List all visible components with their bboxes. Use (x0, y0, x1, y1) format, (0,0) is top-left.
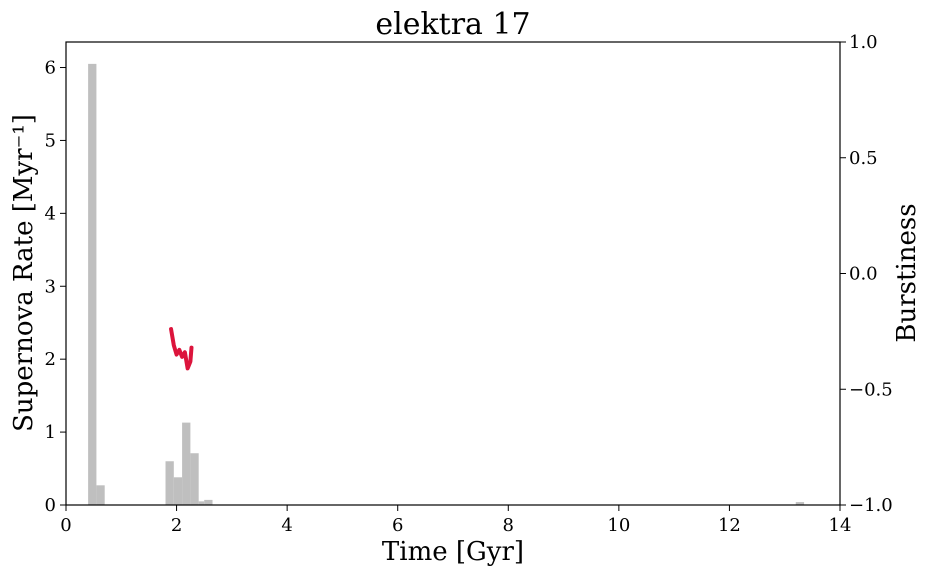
x-tick-label: 8 (503, 515, 514, 536)
histogram-bar-7 (204, 499, 213, 505)
histogram-bar-1 (96, 485, 105, 505)
y-tick-label: 1 (45, 422, 56, 443)
y2-axis-label: Burstiness (892, 203, 922, 342)
histogram-bar-3 (173, 477, 183, 505)
y2-tick-label: −1.0 (849, 495, 893, 516)
histogram-bar-4 (182, 422, 191, 505)
y2-tick-label: −0.5 (849, 379, 893, 400)
x-axis-ticks: 0 2 4 6 8 10 12 14 (60, 505, 851, 536)
burstiness-series (169, 327, 194, 371)
x-tick-label: 0 (60, 515, 71, 536)
histogram-bars (88, 63, 805, 505)
y2-tick-label: 1.0 (849, 32, 878, 53)
y-tick-label: 0 (45, 495, 56, 516)
y-tick-label: 3 (45, 276, 56, 297)
histogram-bar-2 (165, 461, 174, 505)
y-axis-label: Supernova Rate [Myr⁻¹] (9, 114, 39, 432)
y-tick-label: 5 (45, 130, 56, 151)
x-tick-label: 2 (171, 515, 182, 536)
x-tick-label: 4 (281, 515, 292, 536)
y2-axis-ticks: −1.0 −0.5 0.0 0.5 1.0 (840, 32, 893, 516)
y2-tick-label: 0.5 (849, 148, 878, 169)
histogram-bar-6 (198, 501, 205, 505)
x-tick-label: 6 (392, 515, 403, 536)
chart-title: elektra 17 (375, 7, 530, 42)
x-tick-label: 12 (718, 515, 741, 536)
x-axis-label: Time [Gyr] (382, 537, 524, 567)
y-tick-label: 4 (45, 203, 56, 224)
burstiness-line (169, 327, 194, 371)
y2-tick-label: 0.0 (849, 264, 878, 285)
y-axis-ticks: 0 1 2 3 4 5 6 (45, 58, 66, 516)
x-tick-label: 14 (829, 515, 852, 536)
histogram-bar-0 (88, 63, 97, 505)
histogram-bar-8 (795, 502, 805, 505)
y-tick-label: 2 (45, 349, 56, 370)
y-tick-label: 6 (45, 58, 56, 79)
x-tick-label: 10 (607, 515, 630, 536)
histogram-bar-5 (190, 453, 199, 505)
